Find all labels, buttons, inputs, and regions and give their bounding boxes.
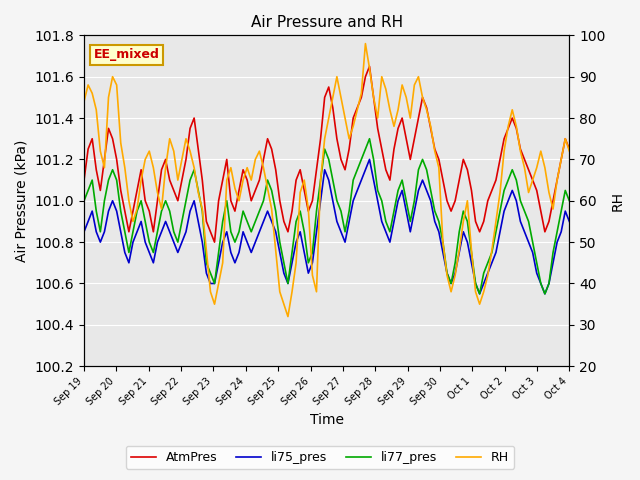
AtmPres [353,105,361,110]
RH [80,98,88,104]
X-axis label: Time: Time [310,413,344,427]
li77_pres [182,198,190,204]
li77_pres [566,198,573,204]
Legend: AtmPres, li75_pres, li77_pres, RH: AtmPres, li75_pres, li77_pres, RH [125,446,515,469]
Y-axis label: RH: RH [611,191,625,211]
li77_pres [476,291,483,297]
AtmPres [423,105,431,110]
Line: AtmPres: AtmPres [84,66,570,242]
AtmPres [182,156,190,162]
RH [353,107,361,113]
Line: li77_pres: li77_pres [84,139,570,294]
RH [182,136,190,142]
li77_pres [468,250,476,255]
li75_pres [182,229,190,235]
AtmPres [215,198,223,204]
RH [211,301,218,307]
li77_pres [80,198,88,204]
AtmPres [557,156,565,162]
Text: EE_mixed: EE_mixed [93,48,159,61]
li77_pres [349,177,357,183]
li75_pres [468,260,476,266]
AtmPres [472,218,479,224]
Title: Air Pressure and RH: Air Pressure and RH [251,15,403,30]
li75_pres [566,218,573,224]
li77_pres [419,156,426,162]
li75_pres [211,281,218,287]
li75_pres [365,156,373,162]
RH [284,314,292,320]
RH [557,156,565,162]
li77_pres [211,281,218,287]
RH [566,148,573,154]
AtmPres [566,146,573,152]
li77_pres [365,136,373,142]
li75_pres [476,291,483,297]
li75_pres [80,229,88,235]
li77_pres [557,208,565,214]
RH [362,41,369,47]
RH [423,107,431,113]
AtmPres [365,63,373,69]
Y-axis label: Air Pressure (kPa): Air Pressure (kPa) [15,140,29,262]
AtmPres [211,239,218,245]
li75_pres [557,229,565,235]
Line: li75_pres: li75_pres [84,159,570,294]
li75_pres [419,177,426,183]
RH [472,289,479,295]
Line: RH: RH [84,44,570,317]
AtmPres [80,177,88,183]
li75_pres [349,198,357,204]
